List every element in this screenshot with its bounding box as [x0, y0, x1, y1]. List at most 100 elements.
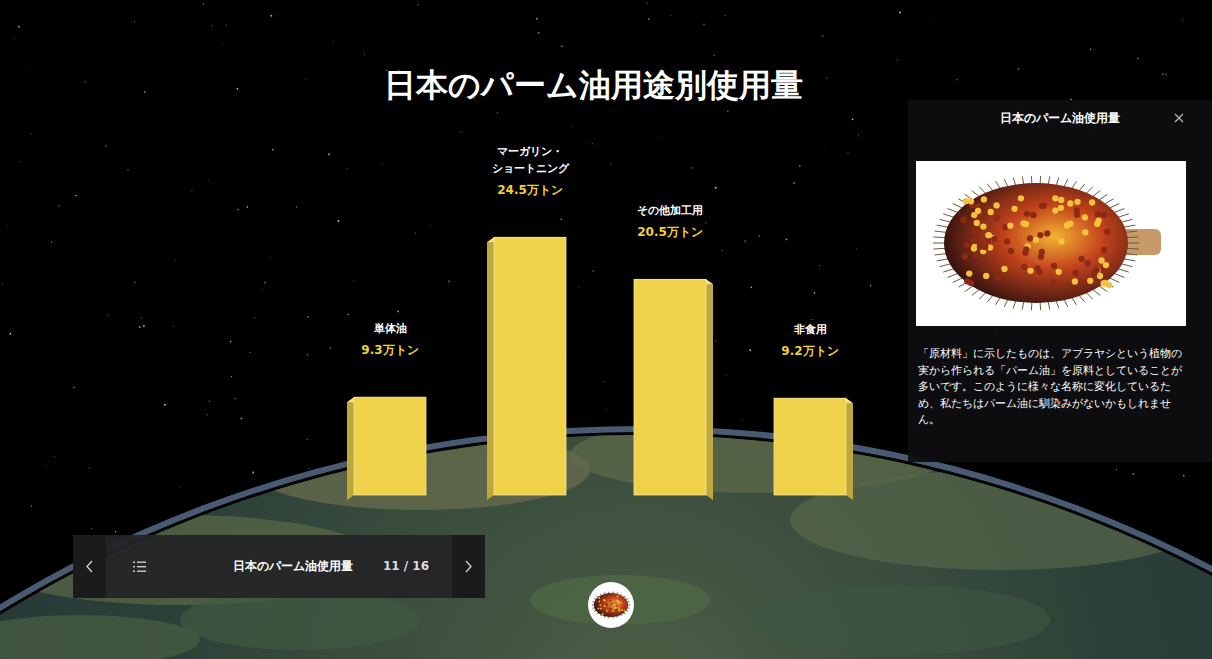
fruit-seed [1052, 195, 1058, 201]
star [750, 287, 752, 289]
fruit-seed [1011, 206, 1017, 212]
star [209, 401, 210, 402]
fruit-seed [1052, 282, 1058, 288]
category-line: ショートニング [492, 162, 570, 175]
nav-page: 11 / 16 [373, 535, 439, 598]
star [703, 23, 705, 25]
fruit-seed [1033, 237, 1039, 243]
fruit-seed [972, 228, 978, 234]
fruit-seed [1023, 246, 1029, 252]
fruit-seed [1079, 256, 1085, 262]
star [89, 467, 90, 468]
star [1132, 473, 1134, 475]
star [346, 168, 347, 169]
value-label: 20.5万トン [637, 225, 703, 239]
star [744, 240, 746, 242]
close-icon [1175, 114, 1183, 122]
fruit-seed [615, 602, 617, 604]
fruit-seed [988, 209, 994, 215]
nav-prev[interactable] [87, 561, 92, 572]
star [305, 79, 307, 81]
fruit-seed [597, 608, 599, 610]
star [70, 527, 72, 529]
star [793, 182, 794, 183]
category-line: マーガリン・ [497, 145, 563, 158]
star [247, 206, 249, 208]
star [117, 78, 119, 80]
fruit-seed [1027, 235, 1033, 241]
star [847, 152, 848, 153]
star [335, 156, 337, 158]
fruit-seed [1030, 212, 1036, 218]
star [1017, 68, 1019, 70]
star [75, 195, 76, 196]
star [353, 280, 355, 282]
list-dot [133, 562, 135, 563]
star [7, 225, 8, 226]
star [536, 18, 538, 20]
star [606, 409, 607, 410]
star [31, 506, 32, 507]
fruit-seed [1051, 263, 1057, 269]
nav-next[interactable] [466, 561, 471, 572]
star [578, 286, 580, 288]
star [715, 340, 717, 342]
list-line [137, 566, 146, 567]
star [397, 311, 399, 313]
fruit-seed [994, 215, 1000, 221]
nav-next-bg[interactable] [452, 535, 485, 598]
star [85, 81, 86, 82]
navigation-bar: 日本のパーム油使用量 11 / 16 [73, 535, 485, 598]
star [538, 32, 540, 34]
star [713, 55, 715, 57]
star [235, 398, 237, 400]
star [417, 4, 418, 5]
fruit-seed [602, 613, 604, 615]
fruit-seed [981, 196, 987, 202]
fruit-seed [616, 601, 618, 603]
category-label: マーガリン・ショートニング [492, 145, 570, 175]
fruit-seed [977, 244, 983, 250]
category-label: 単体油 [373, 322, 407, 335]
star [179, 486, 181, 488]
close-button[interactable] [1172, 111, 1186, 125]
star [270, 15, 272, 17]
star [25, 68, 27, 70]
fruit-seed [1001, 266, 1007, 272]
star [822, 35, 823, 36]
star [448, 281, 449, 282]
category-label: 非食用 [793, 323, 827, 336]
nav-prev-bg[interactable] [73, 535, 106, 598]
fruit-seed [996, 269, 1002, 275]
star [560, 218, 562, 220]
star [328, 153, 330, 155]
fruit-seed [1004, 238, 1010, 244]
star [742, 419, 744, 421]
star [497, 112, 498, 113]
fruit-seed [602, 613, 604, 615]
nav-list-icon[interactable] [133, 562, 146, 572]
fruit-seed [1100, 280, 1106, 286]
bar [634, 279, 706, 495]
fruit-seed [1018, 195, 1024, 201]
fruit-seed [612, 602, 614, 604]
star [134, 281, 136, 283]
star [1162, 73, 1164, 75]
star [826, 78, 827, 79]
nav-title[interactable]: 日本のパーム油使用量 [183, 535, 403, 598]
fruit-seed [603, 599, 605, 601]
star [230, 341, 232, 343]
star [144, 91, 146, 93]
star [2, 284, 3, 285]
bar [354, 397, 426, 495]
star [811, 319, 812, 320]
fruit-seed [612, 610, 614, 612]
star [115, 531, 116, 532]
fruit-seed [1067, 200, 1073, 206]
fruit-seed [1098, 257, 1104, 263]
thumbnail[interactable] [588, 582, 634, 628]
fruit-body [594, 593, 628, 617]
star [670, 15, 671, 16]
star [572, 125, 574, 127]
fruit-seed [624, 610, 626, 612]
